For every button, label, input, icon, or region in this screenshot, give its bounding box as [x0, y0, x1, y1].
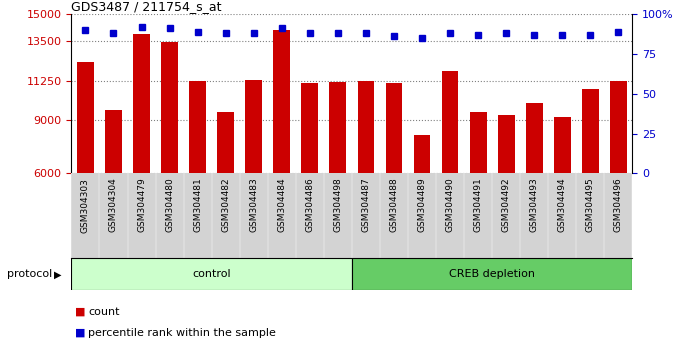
Bar [582, 88, 598, 280]
Bar [245, 80, 262, 280]
Bar [189, 81, 206, 280]
Text: GSM304480: GSM304480 [165, 178, 174, 233]
Bar [273, 30, 290, 280]
Bar [470, 112, 486, 280]
Bar [498, 115, 515, 280]
Text: GSM304304: GSM304304 [109, 178, 118, 233]
Bar [413, 135, 430, 280]
Text: GSM304482: GSM304482 [221, 178, 230, 232]
Text: GSM304486: GSM304486 [305, 178, 314, 233]
Text: CREB depletion: CREB depletion [449, 269, 535, 279]
Text: GSM304303: GSM304303 [81, 178, 90, 233]
Text: protocol: protocol [7, 269, 52, 279]
Bar [105, 110, 122, 280]
Text: GSM304481: GSM304481 [193, 178, 202, 233]
Bar [352, 258, 632, 290]
Bar [442, 71, 458, 280]
Text: GSM304492: GSM304492 [502, 178, 511, 232]
Text: GSM304493: GSM304493 [530, 178, 539, 233]
Bar [386, 83, 403, 280]
Text: percentile rank within the sample: percentile rank within the sample [88, 328, 276, 338]
Text: control: control [192, 269, 231, 279]
Bar [77, 62, 94, 280]
Bar [526, 103, 543, 280]
Text: GSM304489: GSM304489 [418, 178, 426, 233]
Bar [161, 42, 178, 280]
Text: GSM304498: GSM304498 [333, 178, 342, 233]
Text: GSM304484: GSM304484 [277, 178, 286, 232]
Text: GSM304495: GSM304495 [586, 178, 595, 233]
Bar [301, 83, 318, 280]
Text: GSM304490: GSM304490 [445, 178, 454, 233]
Bar [610, 81, 627, 280]
Bar [329, 82, 346, 280]
Text: GSM304494: GSM304494 [558, 178, 566, 232]
Text: GSM304491: GSM304491 [474, 178, 483, 233]
Bar [554, 117, 571, 280]
Text: GSM304479: GSM304479 [137, 178, 146, 233]
Text: ■: ■ [75, 307, 85, 316]
Bar [218, 112, 234, 280]
Text: GSM304483: GSM304483 [250, 178, 258, 233]
Text: ■: ■ [75, 328, 85, 338]
Bar [358, 81, 374, 280]
Text: GSM304488: GSM304488 [390, 178, 398, 233]
Bar [71, 258, 352, 290]
Text: GSM304487: GSM304487 [362, 178, 371, 233]
Text: GDS3487 / 211754_s_at: GDS3487 / 211754_s_at [71, 0, 222, 13]
Text: count: count [88, 307, 120, 316]
Text: ▶: ▶ [54, 269, 61, 279]
Bar [133, 34, 150, 280]
Text: GSM304496: GSM304496 [614, 178, 623, 233]
